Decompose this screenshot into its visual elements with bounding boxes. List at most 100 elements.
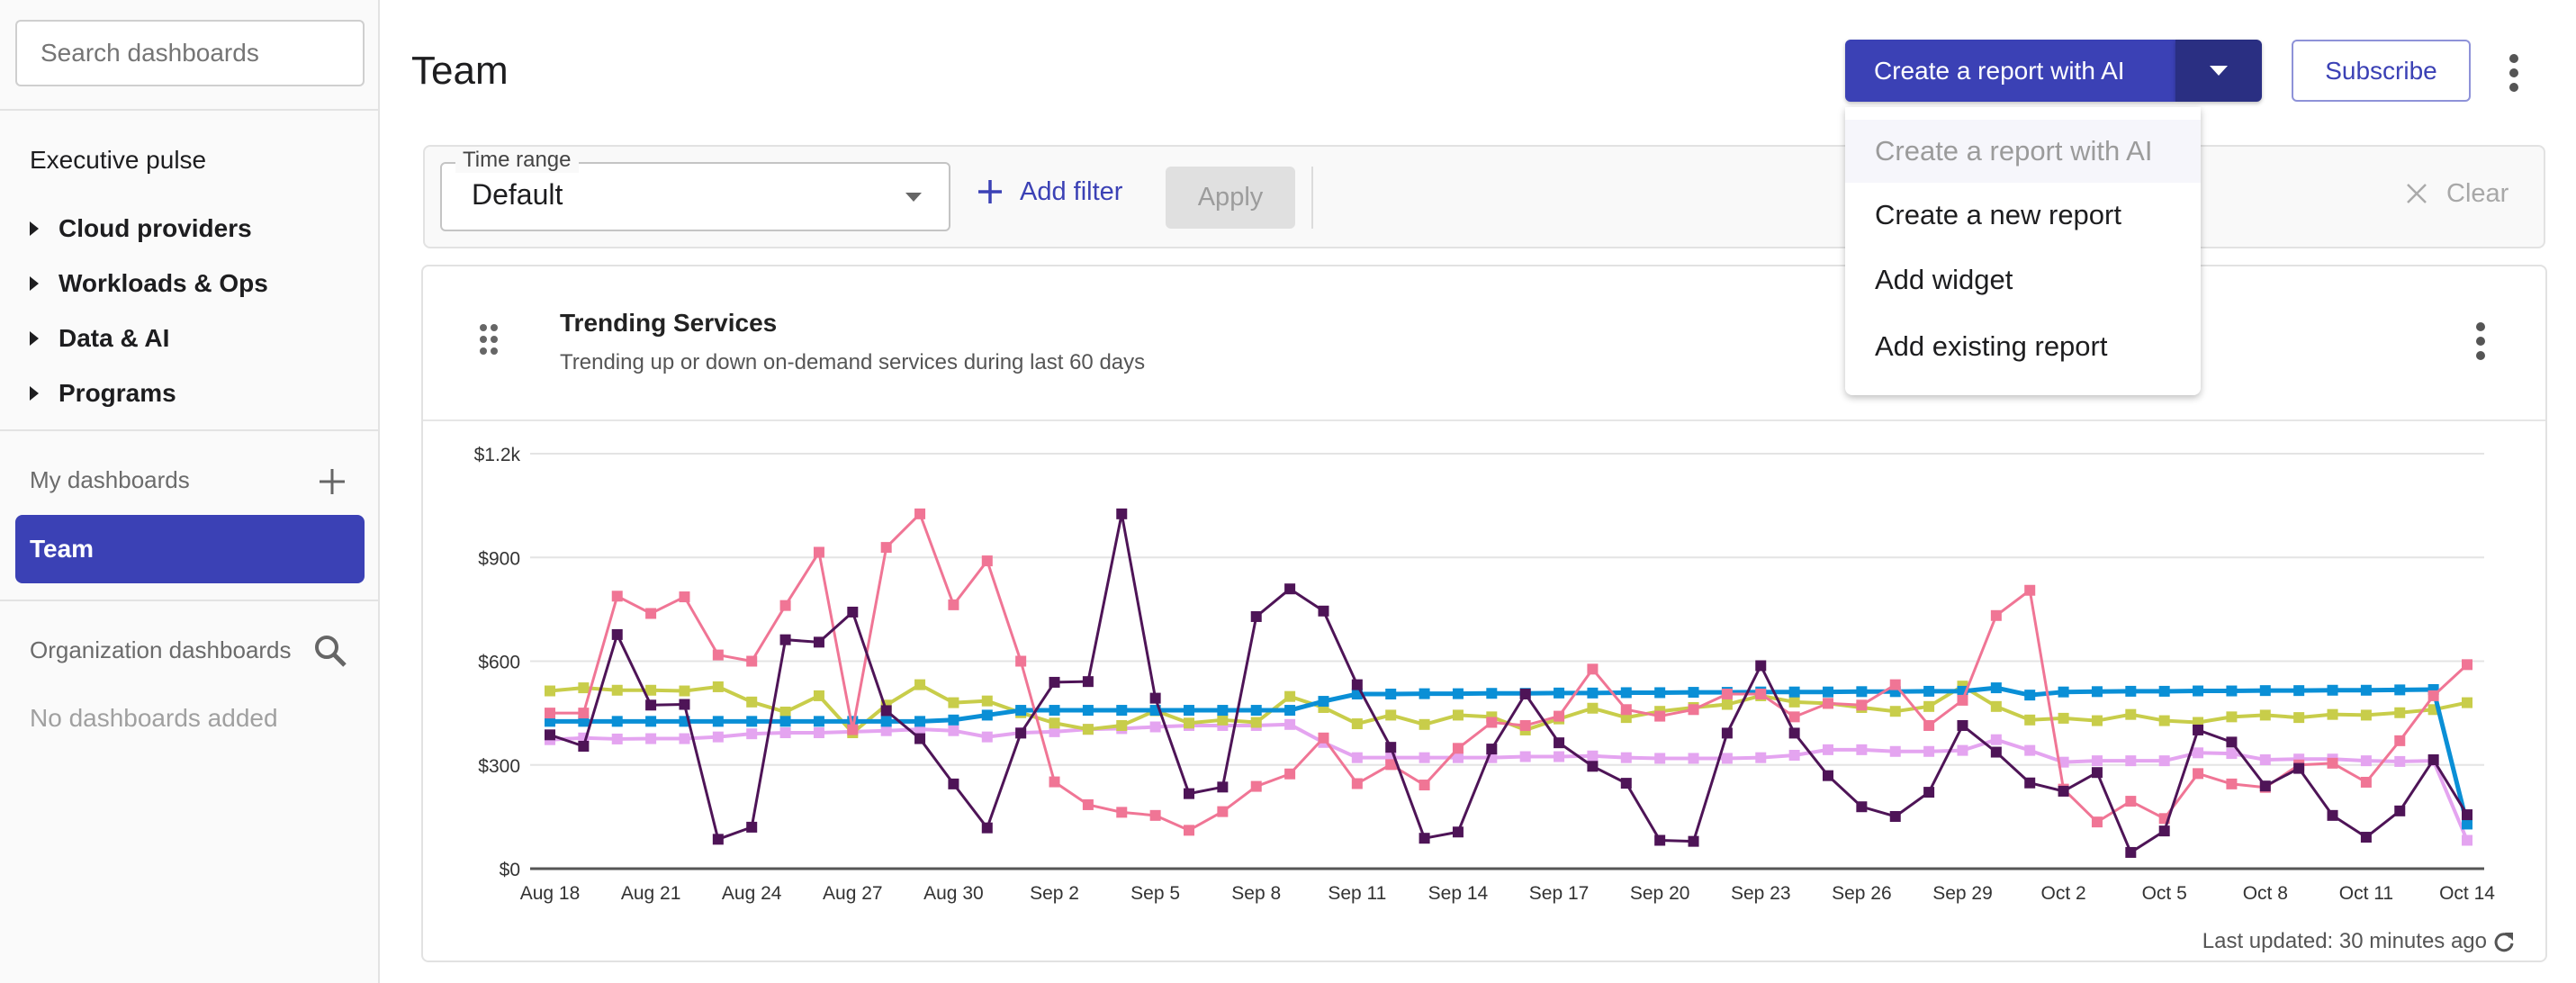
data-point (813, 690, 824, 701)
data-point (1923, 719, 1935, 731)
x-tick-label: Oct 11 (2339, 883, 2393, 904)
data-point (948, 714, 959, 726)
search-org-dashboards-icon[interactable] (313, 634, 349, 670)
data-point (679, 699, 690, 710)
data-point (2091, 715, 2103, 726)
data-point (1856, 801, 1868, 813)
data-point (2193, 768, 2204, 780)
x-tick-label: Oct 5 (2142, 883, 2187, 904)
data-point (2091, 816, 2103, 828)
sidebar-group-data-ai[interactable]: Data & AI (0, 313, 378, 364)
data-point (1486, 717, 1498, 728)
data-point (2293, 762, 2305, 774)
data-point (1149, 809, 1161, 821)
data-point (914, 733, 926, 744)
data-point (1519, 719, 1531, 731)
data-point (545, 708, 555, 719)
data-point (1250, 780, 1262, 792)
data-point (813, 636, 824, 648)
data-point (1788, 711, 1800, 723)
data-point (1688, 835, 1699, 847)
create-report-dropdown-toggle[interactable] (2175, 40, 2262, 102)
data-point (611, 733, 623, 744)
data-point (1620, 778, 1632, 789)
data-point (2193, 724, 2204, 735)
data-point (2427, 690, 2439, 701)
search-dashboards-input[interactable] (15, 20, 365, 86)
x-tick-label: Sep 26 (1832, 883, 1892, 904)
sidebar-group-cloud-providers[interactable]: Cloud providers (0, 203, 378, 254)
data-point (545, 729, 555, 741)
data-point (1318, 605, 1329, 617)
sidebar: Executive pulse Cloud providers Workload… (0, 0, 380, 983)
data-point (1351, 718, 1363, 730)
data-point (679, 733, 690, 744)
data-point (779, 727, 791, 739)
data-point (2394, 805, 2406, 816)
clear-filters-button[interactable]: Clear (2405, 178, 2508, 209)
data-point (611, 716, 623, 727)
subscribe-button[interactable]: Subscribe (2292, 40, 2471, 102)
data-point (746, 716, 758, 727)
create-report-ai-button[interactable]: Create a report with AI (1845, 40, 2175, 102)
sidebar-group-label: Data & AI (59, 324, 170, 352)
data-point (1116, 508, 1128, 519)
sidebar-group-label: Cloud providers (59, 214, 252, 242)
data-point (746, 655, 758, 667)
data-point (1990, 746, 2002, 758)
data-point (2327, 809, 2338, 821)
expand-triangle-icon (30, 221, 39, 236)
widget-more-options-icon[interactable] (2475, 322, 2486, 362)
sidebar-item-team[interactable]: Team (15, 515, 365, 583)
data-point (1419, 718, 1430, 730)
data-point (948, 599, 959, 610)
add-filter-label: Add filter (1020, 176, 1123, 206)
data-point (2293, 712, 2305, 724)
data-point (779, 706, 791, 717)
no-dashboards-text: No dashboards added (30, 704, 278, 732)
data-point (1049, 776, 1060, 788)
x-tick-label: Sep 8 (1231, 883, 1281, 904)
refresh-icon[interactable] (2492, 930, 2516, 953)
add-filter-button[interactable]: Add filter (977, 176, 1122, 216)
drag-handle-icon[interactable] (478, 322, 500, 356)
data-point (1351, 778, 1363, 789)
data-point (1452, 743, 1464, 754)
data-point (1385, 759, 1397, 771)
data-point (712, 649, 724, 661)
data-point (1149, 692, 1161, 704)
data-point (1554, 751, 1565, 762)
menu-item-add-existing-report[interactable]: Add existing report (1875, 330, 2108, 362)
data-point (1788, 686, 1800, 698)
divider (1311, 167, 1313, 229)
y-tick-label: $1.2k (474, 445, 521, 465)
x-tick-label: Sep 17 (1529, 883, 1590, 904)
x-tick-label: Oct 14 (2439, 883, 2495, 904)
data-point (1554, 710, 1565, 722)
data-point (1217, 714, 1229, 726)
data-point (981, 709, 993, 721)
data-point (2058, 756, 2069, 768)
menu-item-create-new-report[interactable]: Create a new report (1875, 199, 2121, 230)
data-point (2058, 785, 2069, 797)
time-range-select[interactable] (440, 162, 950, 231)
more-options-icon[interactable] (2508, 54, 2519, 94)
menu-item-add-widget[interactable]: Add widget (1875, 264, 2013, 295)
sidebar-group-programs[interactable]: Programs (0, 368, 378, 419)
data-point (1990, 682, 2002, 694)
menu-item-create-report-ai: Create a report with AI (1845, 120, 2201, 183)
data-point (1587, 687, 1599, 699)
data-point (1284, 768, 1296, 780)
data-point (578, 708, 590, 719)
data-point (1184, 705, 1194, 717)
data-point (1351, 752, 1363, 763)
sidebar-item-executive-pulse[interactable]: Executive pulse (30, 146, 207, 174)
expand-triangle-icon (30, 331, 39, 346)
add-dashboard-plus-icon[interactable] (317, 466, 347, 497)
data-point (1788, 727, 1800, 739)
divider (0, 109, 378, 111)
apply-button[interactable]: Apply (1166, 167, 1295, 229)
sidebar-group-workloads-ops[interactable]: Workloads & Ops (0, 258, 378, 309)
data-point (1015, 705, 1027, 717)
divider (0, 600, 378, 601)
